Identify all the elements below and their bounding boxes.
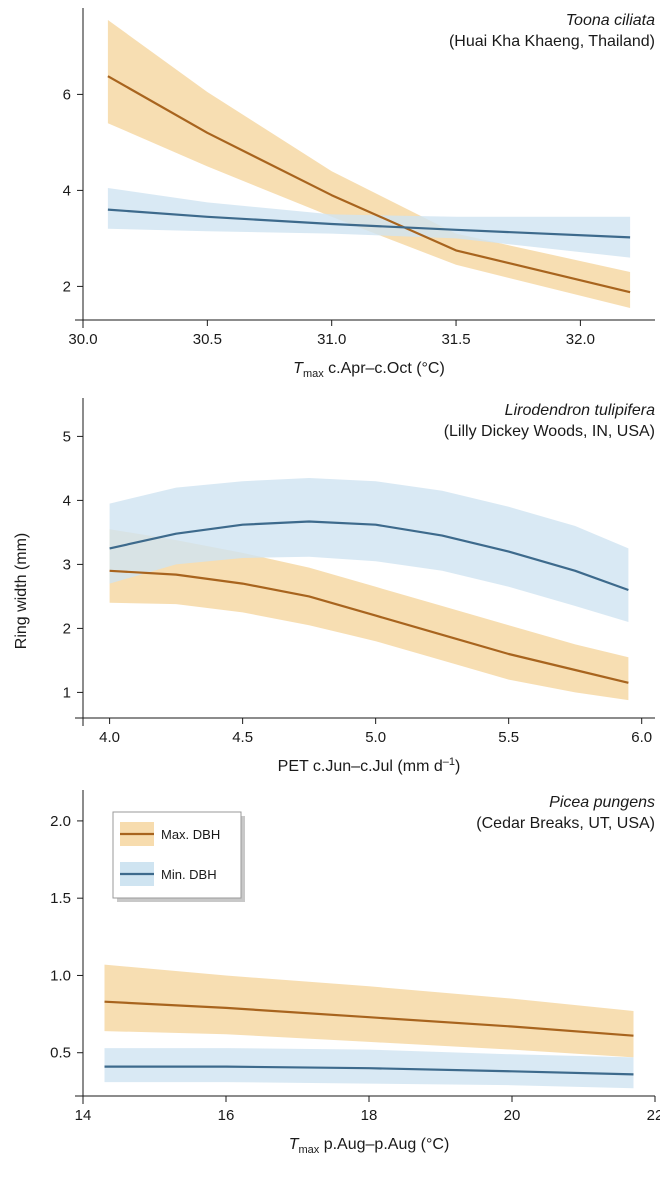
x-axis-label: Tmax p.Aug–p.Aug (°C) — [289, 1136, 450, 1156]
y-tick-label: 2 — [63, 278, 71, 295]
line-min-dbh — [109, 520, 629, 592]
x-tick-label: 18 — [361, 1107, 378, 1124]
panel-3: 14 16 18 20 22 0.5 1.0 1.5 2.0 Picea pungens (Ceda… — [50, 790, 660, 1156]
x-tick-label: 30.0 — [68, 331, 97, 348]
x-axis-label-subscript: max — [298, 1144, 319, 1156]
x-axis-label-text: p.Aug–p.Aug (°C) — [319, 1136, 449, 1153]
x-axis-label: PET c.Jun–c.Jul (mm d–1) — [278, 756, 461, 775]
y-tick-label: 1 — [63, 684, 71, 701]
x-tick-label: 30.5 — [193, 331, 222, 348]
band-min-dbh — [107, 188, 631, 258]
x-tick-label: 4.5 — [232, 729, 253, 746]
line-min-dbh — [104, 1065, 634, 1076]
legend: Max. DBH Min. DBH — [112, 811, 245, 902]
x-tick-label: 5.5 — [498, 729, 519, 746]
panel-1: 30.0 30.5 31.0 31.5 32.0 2 4 6 Toona ciliata (Hua… — [63, 8, 655, 380]
x-tick-label: 31.5 — [441, 331, 470, 348]
panel-species-title: Toona ciliata — [566, 12, 655, 29]
line-min-dbh — [107, 208, 631, 239]
legend-label: Max. DBH — [161, 827, 220, 842]
panel-site-subtitle: (Huai Kha Khaeng, Thailand) — [449, 33, 655, 50]
x-axis-label-close: ) — [455, 758, 460, 775]
panel-2: 4.0 4.5 5.0 5.5 6.0 1 2 3 4 5 Lirodendron tulipife… — [63, 398, 655, 775]
x-axis-label-symbol: T — [289, 1136, 300, 1153]
y-tick-label: 2 — [63, 620, 71, 637]
line-max-dbh — [107, 75, 631, 294]
x-axis-label-superscript: –1 — [443, 756, 455, 768]
y-tick-label: 4 — [63, 492, 71, 509]
line-max-dbh — [104, 1000, 634, 1037]
panel-site-subtitle: (Lilly Dickey Woods, IN, USA) — [444, 423, 655, 440]
x-axis-label-symbol: T — [293, 360, 304, 377]
x-tick-label: 32.0 — [566, 331, 595, 348]
x-tick-label: 6.0 — [631, 729, 652, 746]
x-axis-label-text: c.Apr–c.Oct (°C) — [324, 360, 445, 377]
panel-species-title: Lirodendron tulipifera — [505, 402, 655, 419]
y-tick-label: 5 — [63, 428, 71, 445]
y-axis-label: Ring width (mm) — [13, 533, 30, 649]
x-tick-label: 14 — [75, 1107, 92, 1124]
y-tick-label: 1.0 — [50, 967, 71, 984]
legend-label: Min. DBH — [161, 867, 217, 882]
x-tick-label: 20 — [504, 1107, 521, 1124]
y-tick-label: 1.5 — [50, 890, 71, 907]
panel-species-title: Picea pungens — [549, 794, 655, 811]
x-tick-label: 16 — [218, 1107, 235, 1124]
x-tick-label: 22 — [647, 1107, 660, 1124]
y-tick-label: 6 — [63, 86, 71, 103]
y-tick-label: 3 — [63, 556, 71, 573]
panel-site-subtitle: (Cedar Breaks, UT, USA) — [476, 815, 655, 832]
band-max-dbh — [104, 964, 634, 1058]
y-tick-label: 0.5 — [50, 1045, 71, 1062]
x-tick-label: 5.0 — [365, 729, 386, 746]
y-tick-label: 4 — [63, 182, 71, 199]
x-tick-label: 31.0 — [317, 331, 346, 348]
y-tick-label: 2.0 — [50, 813, 71, 830]
x-axis-label-subscript: max — [303, 368, 324, 380]
line-max-dbh — [109, 569, 629, 684]
x-axis-label-text: PET c.Jun–c.Jul (mm d — [278, 758, 443, 775]
x-axis-label: Tmax c.Apr–c.Oct (°C) — [293, 360, 445, 380]
x-tick-label: 4.0 — [99, 729, 120, 746]
band-max-dbh — [107, 20, 631, 308]
band-min-dbh — [109, 478, 629, 622]
